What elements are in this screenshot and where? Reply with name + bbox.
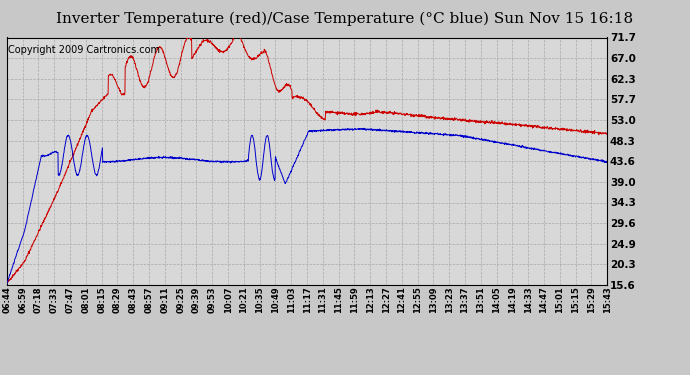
Text: Inverter Temperature (red)/Case Temperature (°C blue) Sun Nov 15 16:18: Inverter Temperature (red)/Case Temperat… <box>57 11 633 26</box>
Text: Copyright 2009 Cartronics.com: Copyright 2009 Cartronics.com <box>8 45 160 55</box>
